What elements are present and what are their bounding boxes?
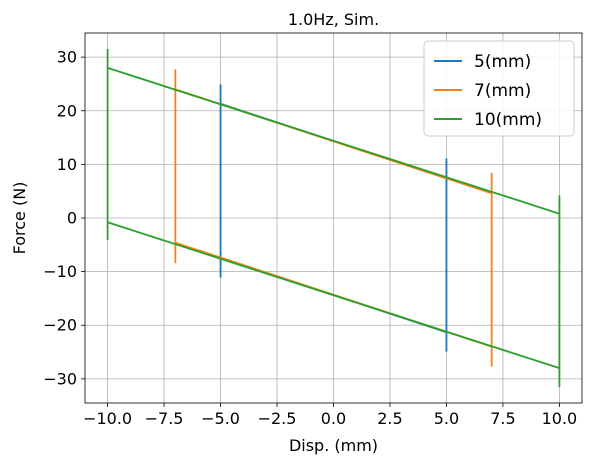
x-tick-label: 10.0 xyxy=(542,409,578,428)
series-group xyxy=(106,48,561,388)
y-tick-label: 20 xyxy=(57,101,77,120)
y-tick-label: 10 xyxy=(57,155,77,174)
x-tick-label: 7.5 xyxy=(490,409,515,428)
x-tick-label: −2.5 xyxy=(258,409,297,428)
legend-box xyxy=(423,40,575,137)
series-line xyxy=(106,48,561,388)
x-tick-label: −7.5 xyxy=(145,409,184,428)
x-tick-label: 5.0 xyxy=(434,409,459,428)
x-tick-label: 2.5 xyxy=(377,409,402,428)
legend: 5(mm) 7(mm) 10(mm) xyxy=(423,40,575,137)
y-axis-label: Force (N) xyxy=(10,182,29,255)
x-axis-label: Disp. (mm) xyxy=(289,436,378,455)
legend-label: 10(mm) xyxy=(474,110,542,130)
x-tick-label: −10.0 xyxy=(83,409,132,428)
legend-label: 7(mm) xyxy=(474,81,531,101)
chart-title: 1.0Hz, Sim. xyxy=(288,10,379,29)
y-tick-label: −20 xyxy=(43,316,77,335)
y-tick-label: 0 xyxy=(67,209,77,228)
x-tick-label: 0.0 xyxy=(321,409,346,428)
y-tick-label: −10 xyxy=(43,262,77,281)
legend-label: 5(mm) xyxy=(474,52,531,72)
y-tick-label: 30 xyxy=(57,48,77,67)
y-tick-label: −30 xyxy=(43,369,77,388)
tick-group: −10.0 −7.5 −5.0 −2.5 0.0 2.5 5.0 7.5 10.0 −30 −20 −… xyxy=(43,48,577,428)
x-tick-label: −5.0 xyxy=(201,409,240,428)
